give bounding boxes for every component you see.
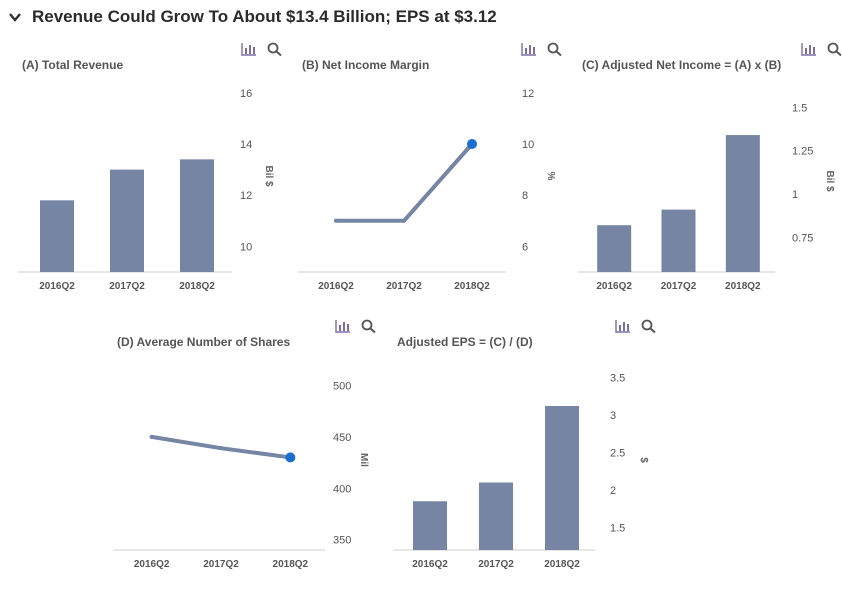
chart-title: (A) Total Revenue	[22, 58, 124, 72]
chart-toolbar	[801, 42, 842, 56]
chart-toolbar	[335, 319, 377, 333]
y-tick-label: 450	[333, 432, 351, 444]
x-tick-label: 2018Q2	[179, 281, 215, 292]
chart-total-revenue: 10 12 14 16 Bil $ 2016Q2 2017Q2 2018Q2	[18, 88, 274, 292]
x-tick-label: 2017Q2	[386, 281, 422, 292]
chart-panel-average-shares: (D) Average Number of Shares 350 400 450 50…	[95, 308, 385, 598]
search-icon[interactable]	[267, 42, 283, 56]
bar	[180, 159, 214, 272]
y-axis-unit-label: Bil $	[263, 165, 274, 187]
y-tick-label: 3.5	[610, 373, 625, 385]
x-tick-label: 2017Q2	[203, 559, 239, 570]
y-tick-label: 1.5	[610, 523, 625, 535]
chart-toolbar	[241, 42, 283, 56]
section-header: Revenue Could Grow To About $13.4 Billio…	[8, 6, 497, 28]
y-tick-label: 1	[792, 189, 798, 201]
data-point	[219, 446, 223, 451]
y-tick-label: 350	[333, 535, 351, 547]
x-tick-label: 2016Q2	[412, 559, 448, 570]
bar-chart-icon[interactable]	[801, 42, 817, 56]
x-tick-label: 2018Q2	[725, 281, 761, 292]
x-tick-label: 2017Q2	[478, 559, 514, 570]
y-axis-unit-label: $	[638, 457, 649, 463]
x-tick-label: 2016Q2	[39, 281, 75, 292]
bar	[661, 209, 696, 272]
y-tick-label: 2	[610, 485, 616, 497]
y-axis-unit-label: Bil $	[824, 170, 835, 192]
chart-title: (D) Average Number of Shares	[117, 335, 291, 349]
series-line	[334, 142, 474, 223]
y-tick-label: 400	[333, 483, 351, 495]
y-tick-label: 12	[522, 88, 534, 100]
x-tick-label: 2017Q2	[109, 281, 145, 292]
chart-title: Adjusted EPS = (C) / (D)	[397, 335, 533, 349]
search-icon[interactable]	[641, 319, 657, 333]
x-tick-label: 2016Q2	[318, 281, 354, 292]
section-title: Revenue Could Grow To About $13.4 Billio…	[32, 7, 497, 26]
bar	[597, 225, 632, 272]
y-tick-label: 8	[522, 190, 528, 202]
search-icon[interactable]	[547, 42, 563, 56]
chart-net-income-margin: 6 8 10 12% 2016Q2 2017Q2 2018Q2	[298, 88, 556, 292]
x-tick-label: 2016Q2	[134, 559, 170, 570]
bar	[110, 169, 144, 272]
bar	[725, 135, 760, 272]
y-tick-label: 1.25	[792, 146, 813, 158]
chart-title: (B) Net Income Margin	[302, 58, 430, 72]
x-tick-label: 2017Q2	[661, 281, 697, 292]
bar-chart-icon[interactable]	[241, 42, 257, 56]
bar-chart-icon[interactable]	[521, 42, 537, 56]
y-tick-label: 14	[240, 139, 252, 151]
chart-toolbar	[615, 319, 657, 333]
data-point	[334, 218, 338, 223]
data-point	[149, 434, 154, 439]
y-axis-unit-label: Mil	[358, 453, 369, 467]
data-point	[285, 452, 296, 463]
chart-panel-total-revenue: (A) Total Revenue 10 12 14 16 Bil $ 2016Q2 201…	[0, 30, 283, 300]
chart-adjusted-eps: 1.5 2 2.5 3 3.5 $2016Q2 2017Q2 2018Q2	[393, 373, 649, 570]
y-tick-label: 0.75	[792, 232, 813, 244]
data-point	[402, 218, 406, 223]
x-tick-label: 2016Q2	[596, 281, 632, 292]
x-tick-label: 2018Q2	[273, 559, 309, 570]
y-tick-label: 1.5	[792, 102, 807, 114]
y-tick-label: 6	[522, 241, 528, 253]
chart-average-shares: 350 400 450 500 Mil 2016Q2 2017Q2 2018Q2	[113, 380, 369, 570]
y-axis-unit-label: %	[545, 172, 556, 181]
bar	[479, 482, 513, 550]
chart-adjusted-net-income: 0.75 1 1.25 1.5 Bil $ 2016Q2 2017Q2 2018Q2	[578, 102, 835, 292]
chart-toolbar	[521, 42, 563, 56]
chart-title: (C) Adjusted Net Income = (A) x (B)	[582, 58, 782, 72]
chevron-down-icon[interactable]	[8, 10, 22, 24]
bar-chart-icon[interactable]	[615, 319, 631, 333]
data-point	[467, 139, 477, 149]
chart-panel-net-income-margin: (B) Net Income Margin 6 8 10 12% 2016Q2 2017Q…	[280, 30, 563, 300]
chart-panel-adjusted-eps: Adjusted EPS = (C) / (D) 1.5 2 2.5 3 3.5 $201…	[375, 308, 665, 598]
search-icon[interactable]	[361, 319, 377, 333]
bar	[545, 406, 579, 550]
y-tick-label: 2.5	[610, 448, 625, 460]
search-icon[interactable]	[827, 42, 842, 56]
x-tick-label: 2018Q2	[544, 559, 580, 570]
chart-panel-adjusted-net-income: (C) Adjusted Net Income = (A) x (B) 0.75…	[560, 30, 842, 300]
y-tick-label: 10	[240, 241, 252, 253]
y-tick-label: 500	[333, 380, 351, 392]
y-tick-label: 16	[240, 88, 252, 100]
bar-chart-icon[interactable]	[335, 319, 351, 333]
y-tick-label: 12	[240, 190, 252, 202]
bar	[413, 501, 447, 550]
y-tick-label: 3	[610, 410, 616, 422]
x-tick-label: 2018Q2	[454, 281, 490, 292]
bar	[40, 200, 74, 272]
y-tick-label: 10	[522, 139, 534, 151]
